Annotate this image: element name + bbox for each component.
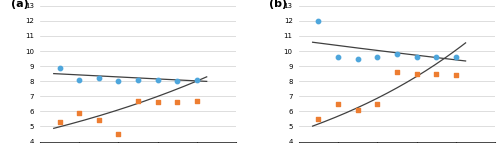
Point (412, 73, 420, 75)
Point (393, 53, 401, 55)
Point (174, 80, 182, 82)
Point (334, 56, 342, 58)
Point (95, 77, 103, 79)
Point (374, 56, 382, 58)
Point (56, 121, 64, 123)
Point (75, 112, 83, 114)
Point (56, 66, 64, 69)
Point (412, 56, 420, 58)
Point (354, 57, 362, 60)
Point (432, 73, 440, 75)
Point (314, 20, 322, 22)
Point (154, 101, 162, 104)
Point (75, 79, 83, 81)
Point (193, 79, 201, 81)
Point (114, 80, 122, 82)
Point (452, 56, 460, 58)
Point (314, 118, 322, 120)
Point (174, 101, 182, 104)
Point (374, 103, 382, 105)
Text: (a): (a) (10, 0, 29, 9)
Point (134, 79, 142, 81)
Point (452, 74, 460, 76)
Point (393, 71, 401, 73)
Text: (b): (b) (270, 0, 287, 9)
Point (432, 56, 440, 58)
Point (114, 133, 122, 135)
Point (95, 119, 103, 122)
Point (193, 100, 201, 102)
Point (134, 100, 142, 102)
Point (354, 109, 362, 111)
Point (154, 79, 162, 81)
Point (334, 103, 342, 105)
